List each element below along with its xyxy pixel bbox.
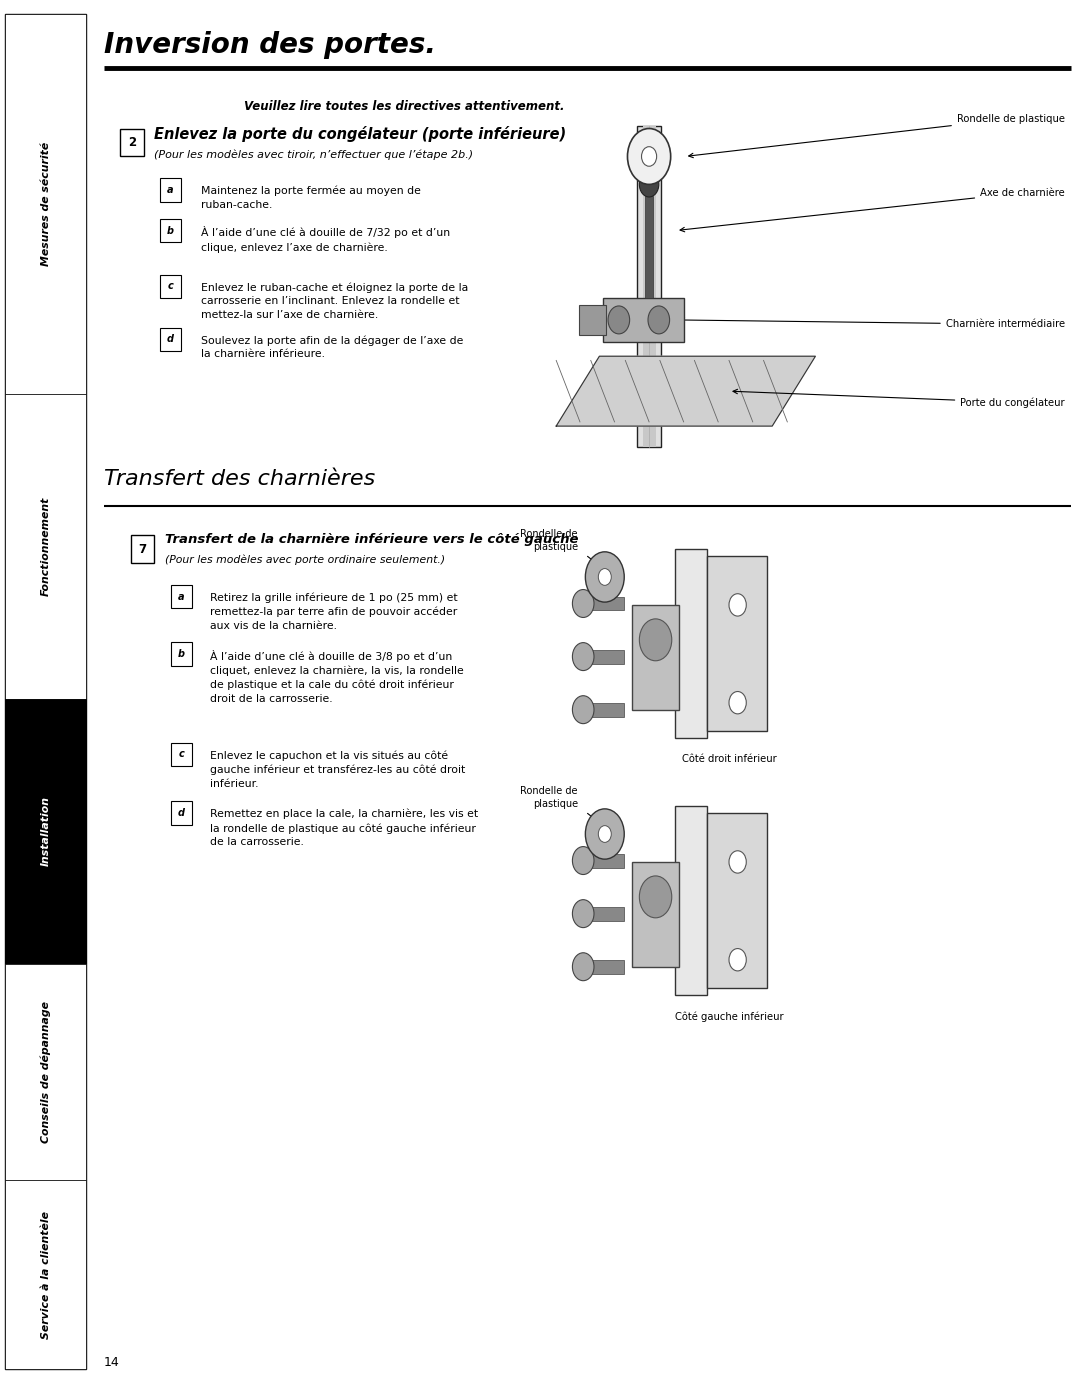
Circle shape: [572, 847, 594, 875]
Text: (Pour les modèles avec tiroir, n’effectuer que l’étape 2b.): (Pour les modèles avec tiroir, n’effectu…: [154, 149, 473, 161]
Bar: [5, 394, 86, 698]
Text: b: b: [178, 648, 185, 659]
Circle shape: [572, 900, 594, 928]
Text: Fonctionnement: Fonctionnement: [41, 496, 51, 597]
Bar: [171, 584, 192, 609]
Text: Côté droit inférieur: Côté droit inférieur: [681, 754, 777, 764]
Circle shape: [572, 953, 594, 981]
Bar: [171, 802, 192, 824]
Circle shape: [642, 147, 657, 166]
Circle shape: [598, 569, 611, 585]
Bar: [675, 549, 707, 738]
Text: Conseils de dépannage: Conseils de dépannage: [41, 1002, 51, 1143]
Bar: [632, 605, 679, 710]
Text: Porte du congélateur: Porte du congélateur: [733, 390, 1065, 408]
Text: Enlevez la porte du congélateur (porte inférieure): Enlevez la porte du congélateur (porte i…: [154, 126, 567, 142]
Text: Transfert des charnières: Transfert des charnières: [104, 469, 375, 489]
Circle shape: [572, 590, 594, 617]
Bar: [5, 14, 86, 394]
Circle shape: [639, 876, 672, 918]
Text: Installation: Installation: [41, 796, 51, 866]
Bar: [583, 907, 624, 921]
Text: c: c: [178, 749, 185, 760]
Circle shape: [639, 619, 672, 661]
Circle shape: [729, 949, 746, 971]
Text: À l’aide d’une clé à douille de 3/8 po et d’un
cliquet, enlevez la charnière, la: À l’aide d’une clé à douille de 3/8 po e…: [210, 650, 463, 704]
Bar: [5, 1180, 86, 1369]
Bar: [5, 964, 86, 1180]
Circle shape: [585, 809, 624, 859]
Circle shape: [572, 643, 594, 671]
Text: d: d: [167, 334, 174, 345]
Text: Côté gauche inférieur: Côté gauche inférieur: [675, 1011, 783, 1023]
Text: (Pour les modèles avec porte ordinaire seulement.): (Pour les modèles avec porte ordinaire s…: [165, 555, 445, 566]
Text: Retirez la grille inférieure de 1 po (25 mm) et
remettez-la par terre afin de po: Retirez la grille inférieure de 1 po (25…: [210, 592, 457, 631]
Circle shape: [572, 696, 594, 724]
Text: À l’aide d’une clé à douille de 7/32 po et d’un
clique, enlevez l’axe de charniè: À l’aide d’une clé à douille de 7/32 po …: [201, 226, 450, 253]
Circle shape: [639, 172, 659, 197]
Text: 2: 2: [127, 136, 136, 149]
Bar: [160, 327, 181, 351]
Bar: [603, 298, 684, 342]
Bar: [583, 703, 624, 717]
Circle shape: [598, 826, 611, 842]
Bar: [131, 535, 154, 563]
Text: Rondelle de
plastique: Rondelle de plastique: [521, 787, 578, 809]
Circle shape: [729, 851, 746, 873]
Text: c: c: [167, 281, 174, 292]
Bar: [645, 196, 653, 298]
Circle shape: [729, 692, 746, 714]
Text: Inversion des portes.: Inversion des portes.: [104, 31, 435, 59]
Text: b: b: [167, 225, 174, 236]
Bar: [675, 806, 707, 995]
Text: Service à la clientèle: Service à la clientèle: [41, 1211, 51, 1338]
Circle shape: [729, 594, 746, 616]
Bar: [5, 698, 86, 964]
Circle shape: [648, 306, 670, 334]
Text: Axe de charnière: Axe de charnière: [680, 187, 1065, 232]
Polygon shape: [556, 356, 815, 426]
Text: Veuillez lire toutes les directives attentivement.: Veuillez lire toutes les directives atte…: [244, 99, 565, 113]
Bar: [5, 14, 86, 1369]
Text: Charnière intermédiaire: Charnière intermédiaire: [680, 317, 1065, 330]
Text: 14: 14: [104, 1355, 120, 1369]
Text: Soulevez la porte afin de la dégager de l’axe de
la charnière inférieure.: Soulevez la porte afin de la dégager de …: [201, 335, 463, 359]
Text: d: d: [178, 807, 185, 819]
Text: Rondelle de plastique: Rondelle de plastique: [689, 113, 1065, 158]
Circle shape: [608, 306, 630, 334]
Bar: [632, 862, 679, 967]
Bar: [583, 854, 624, 868]
Bar: [637, 126, 661, 447]
Text: Rondelle de
plastique: Rondelle de plastique: [521, 529, 578, 552]
Bar: [583, 650, 624, 664]
Bar: [643, 126, 656, 447]
Text: Maintenez la porte fermée au moyen de
ruban-cache.: Maintenez la porte fermée au moyen de ru…: [201, 186, 421, 210]
Bar: [579, 305, 606, 335]
Circle shape: [585, 552, 624, 602]
Text: Enlevez le capuchon et la vis situés au côté
gauche inférieur et transférez-les : Enlevez le capuchon et la vis situés au …: [210, 750, 464, 789]
Bar: [707, 556, 767, 731]
Bar: [160, 274, 181, 298]
Bar: [583, 960, 624, 974]
Text: 7: 7: [138, 542, 147, 556]
Bar: [171, 643, 192, 666]
Text: a: a: [178, 591, 185, 602]
Text: Remettez en place la cale, la charnière, les vis et
la rondelle de plastique au : Remettez en place la cale, la charnière,…: [210, 809, 477, 848]
Text: Enlevez le ruban-cache et éloignez la porte de la
carrosserie en l’inclinant. En: Enlevez le ruban-cache et éloignez la po…: [201, 282, 468, 320]
Bar: [160, 177, 181, 201]
Bar: [583, 597, 624, 610]
Bar: [171, 743, 192, 766]
Bar: [160, 218, 181, 243]
Bar: [707, 813, 767, 988]
Bar: [120, 129, 144, 156]
Text: Mesures de sécurité: Mesures de sécurité: [41, 142, 51, 265]
Text: a: a: [167, 184, 174, 196]
Circle shape: [627, 129, 671, 184]
Text: Transfert de la charnière inférieure vers le côté gauche: Transfert de la charnière inférieure ver…: [165, 532, 579, 546]
